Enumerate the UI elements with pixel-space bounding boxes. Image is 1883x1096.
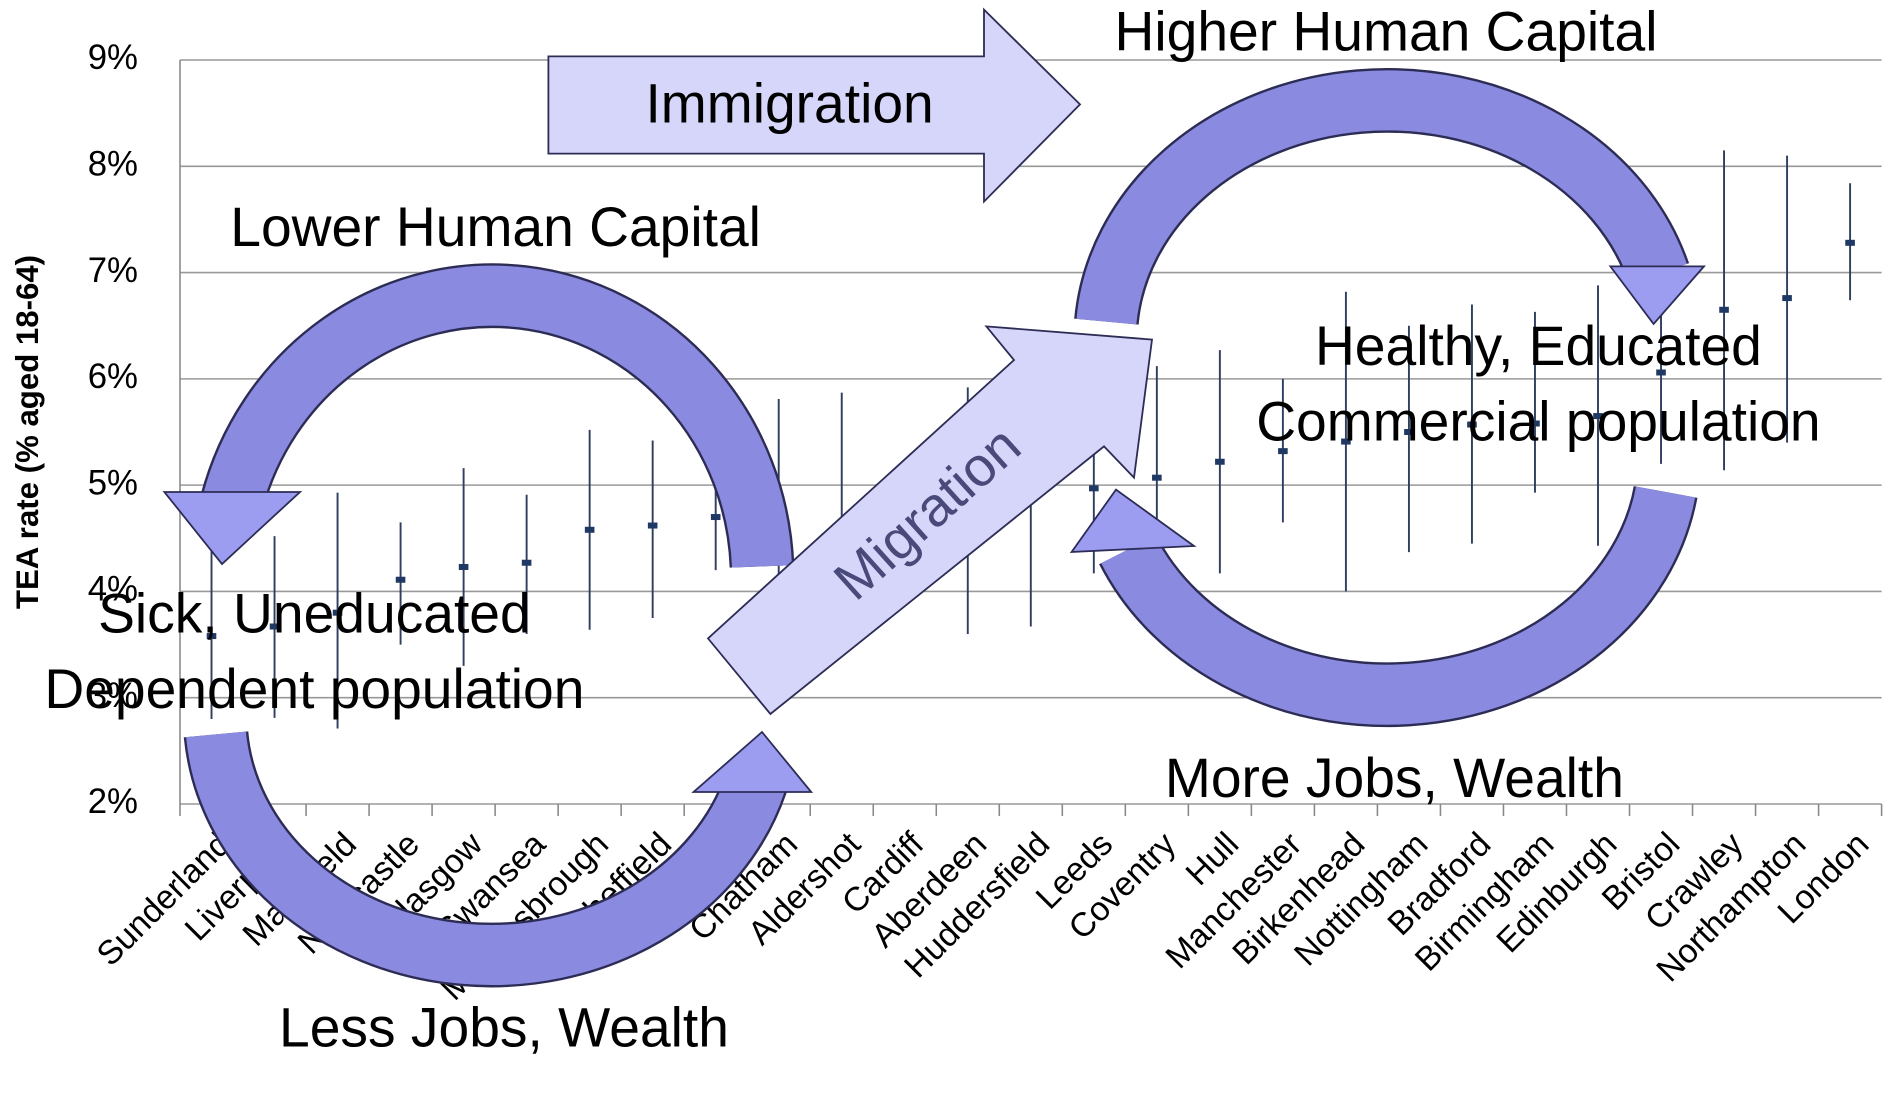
- arrow-head: [694, 732, 812, 792]
- y-tick-label: 8%: [88, 144, 138, 183]
- annotation: Less Jobs, Wealth: [279, 997, 729, 1059]
- y-tick-label: 6%: [88, 357, 138, 396]
- canvas: 2%3%4%5%6%7%8%9%SunderlandLiverpoolMansf…: [10, 1, 1881, 1059]
- mean-marker: [459, 564, 469, 570]
- mean-marker: [711, 514, 721, 520]
- y-tick-label: 7%: [88, 251, 138, 290]
- mean-marker: [1152, 475, 1162, 481]
- mean-marker: [648, 523, 658, 529]
- chart: 2%3%4%5%6%7%8%9%SunderlandLiverpoolMansf…: [0, 0, 1883, 1096]
- annotation: Immigration: [645, 73, 933, 135]
- y-tick-label: 2%: [88, 782, 138, 821]
- annotation: Lower Human Capital: [230, 196, 761, 258]
- mean-marker: [1719, 307, 1729, 313]
- arrow-head: [1072, 490, 1194, 552]
- annotation: Healthy, Educated: [1315, 315, 1762, 377]
- arrow-head: [164, 492, 300, 564]
- y-axis-label: TEA rate (% aged 18-64): [10, 255, 45, 609]
- annotation: Commercial population: [1256, 391, 1820, 453]
- mean-marker: [1089, 485, 1099, 491]
- y-tick-label: 9%: [88, 38, 138, 77]
- mean-marker: [1845, 240, 1855, 246]
- annotation: Sick, Uneducated: [98, 583, 531, 645]
- mean-marker: [522, 560, 532, 566]
- mean-marker: [1215, 459, 1225, 465]
- mean-marker: [1782, 295, 1792, 301]
- y-tick-label: 5%: [88, 463, 138, 502]
- annotation: Dependent population: [44, 658, 584, 720]
- annotation: Higher Human Capital: [1115, 1, 1658, 63]
- arc-arrow: [216, 734, 756, 955]
- mean-marker: [585, 527, 595, 533]
- annotation: More Jobs, Wealth: [1165, 747, 1624, 809]
